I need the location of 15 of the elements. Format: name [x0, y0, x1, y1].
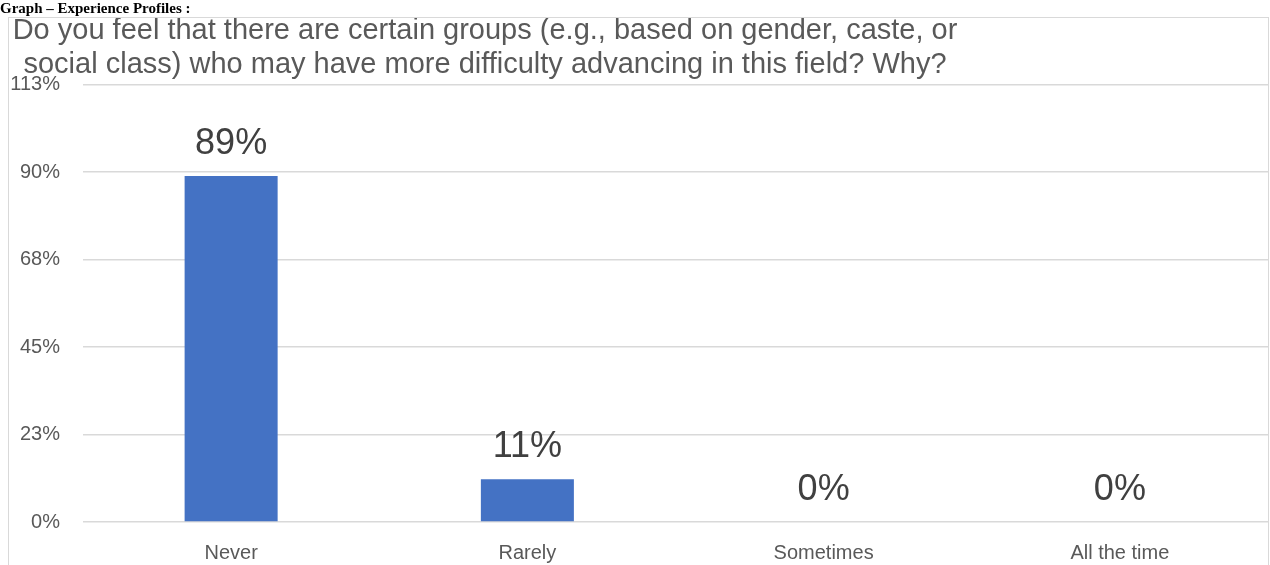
y-tick-label: 23%	[19, 422, 61, 445]
data-label: 11%	[492, 424, 563, 466]
data-label: 0%	[797, 466, 850, 508]
x-tick-label: Rarely	[498, 540, 557, 563]
y-tick-label: 68%	[19, 247, 61, 270]
x-tick-label: All the time	[1070, 540, 1170, 563]
x-tick-label: Never	[204, 540, 259, 563]
data-label: 89%	[195, 120, 268, 162]
y-tick-label: 0%	[31, 509, 61, 532]
y-tick-label: 113%	[10, 72, 61, 95]
y-tick-label: 90%	[19, 159, 61, 182]
y-tick-label: 45%	[19, 334, 61, 357]
text: Graph – Experience Profiles :	[0, 0, 191, 16]
data-label: 0%	[1093, 466, 1146, 508]
x-tick-label: Sometimes	[773, 540, 874, 563]
